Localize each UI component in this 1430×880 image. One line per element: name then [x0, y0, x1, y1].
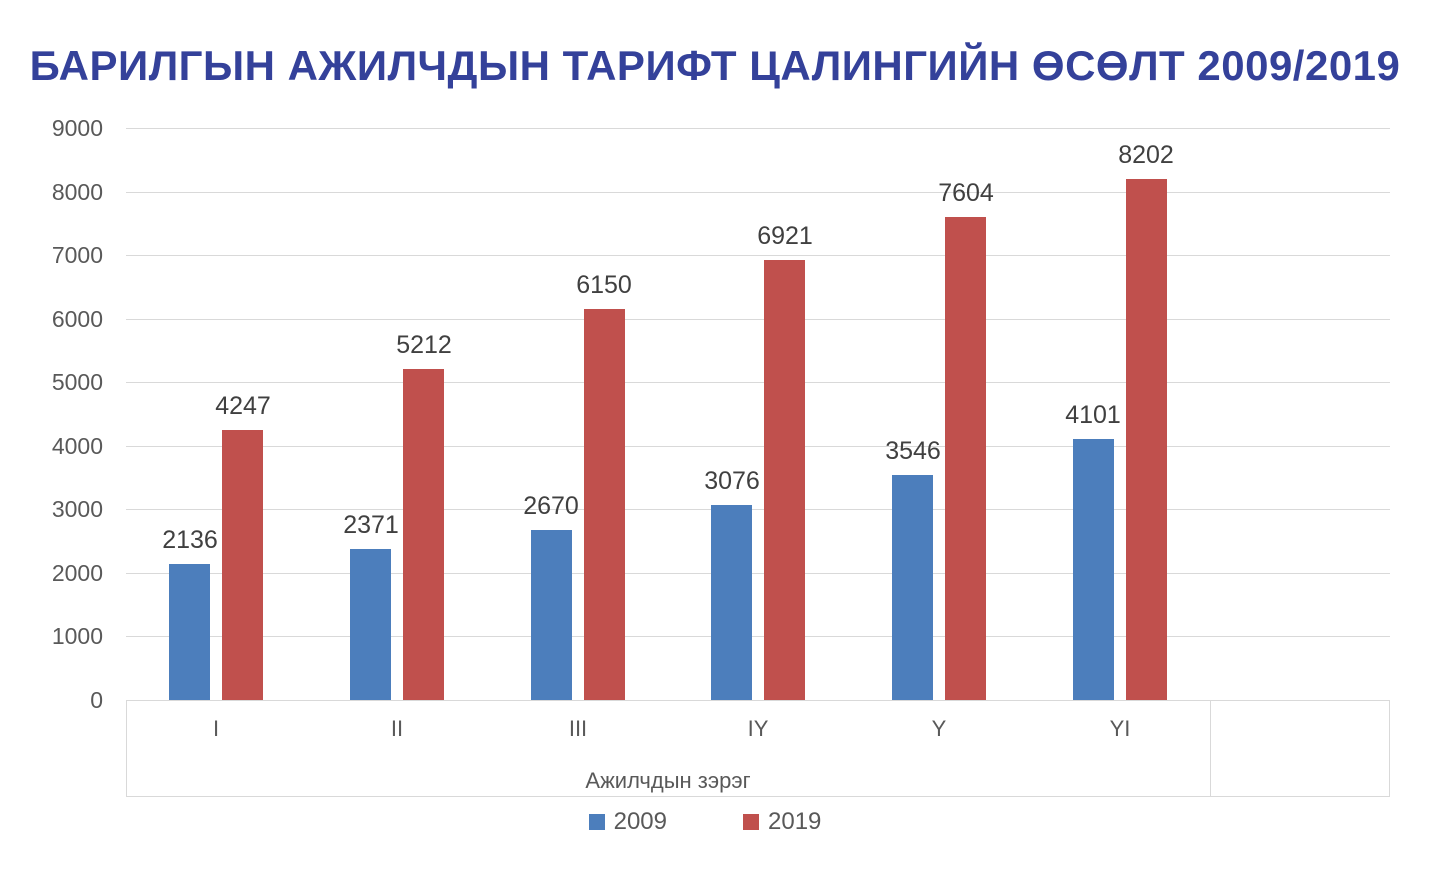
- legend-item-2019: 2019: [743, 810, 821, 834]
- gridline: [126, 636, 1390, 637]
- bar-value-label: 5212: [396, 331, 452, 359]
- y-tick-label: 8000: [51, 179, 103, 205]
- legend-label: 2009: [613, 808, 667, 835]
- bar-2009: [1073, 439, 1114, 700]
- bar-2019: [1126, 179, 1167, 700]
- legend: 2009 2019: [0, 810, 1410, 834]
- bar-2019: [403, 369, 444, 700]
- chart-title: БАРИЛГЫН АЖИЛЧДЫН ТАРИФТ ЦАЛИНГИЙН ӨСӨЛТ…: [29, 42, 1401, 89]
- legend-item-2009: 2009: [588, 808, 667, 835]
- x-axis-strip: I II III IY Y YI: [126, 700, 1390, 797]
- gridline: [126, 255, 1390, 256]
- gridline: [126, 128, 1390, 129]
- y-tick-label: 7000: [51, 242, 103, 268]
- y-tick-label: 5000: [51, 369, 103, 395]
- y-tick-label: 9000: [51, 115, 103, 141]
- bar-value-label: 2136: [162, 526, 218, 554]
- legend-label: 2019: [768, 808, 822, 835]
- gridline: [126, 573, 1390, 574]
- gridline: [126, 509, 1390, 510]
- y-tick-label: 0: [90, 687, 103, 713]
- bar-2019: [222, 430, 263, 700]
- y-tick-label: 4000: [51, 433, 103, 459]
- gridline: [126, 382, 1390, 383]
- bar-value-label: 2670: [523, 492, 579, 520]
- bar-2009: [892, 475, 933, 700]
- gridline: [126, 319, 1390, 320]
- y-tick-label: 6000: [51, 306, 103, 332]
- bar-2019: [945, 217, 986, 700]
- bar-value-label: 3546: [885, 437, 941, 465]
- bar-value-label: 3076: [704, 467, 760, 495]
- bar-value-label: 4101: [1065, 401, 1121, 429]
- bar-2009: [531, 530, 572, 700]
- bar-value-label: 4247: [215, 392, 271, 420]
- gridline: [126, 446, 1390, 447]
- bar-value-label: 6150: [576, 271, 632, 299]
- bar-2009: [711, 505, 752, 700]
- bar-2019: [764, 260, 805, 700]
- bar-2019: [584, 309, 625, 700]
- plot-area: [126, 128, 1390, 700]
- bar-2009: [169, 564, 210, 700]
- bar-value-label: 8202: [1118, 141, 1174, 169]
- category-label: IY: [747, 716, 769, 741]
- gridline: [126, 192, 1390, 193]
- legend-swatch-2009: [588, 814, 605, 830]
- category-label: III: [568, 716, 588, 741]
- category-label: YI: [1109, 716, 1131, 741]
- y-tick-label: 2000: [51, 560, 103, 586]
- y-tick-label: 3000: [51, 496, 103, 522]
- bar-value-label: 6921: [757, 222, 813, 250]
- bar-value-label: 7604: [938, 179, 994, 207]
- bar-value-label: 2371: [343, 511, 399, 539]
- category-label: I: [212, 716, 220, 741]
- bar-2009: [350, 549, 391, 700]
- category-label: Y: [931, 716, 947, 741]
- x-axis-divider: [1210, 701, 1211, 796]
- y-tick-label: 1000: [51, 623, 103, 649]
- x-axis-title: Ажилчдын зэрэг: [585, 768, 751, 793]
- legend-swatch-2019: [743, 814, 759, 830]
- category-label: II: [390, 716, 404, 741]
